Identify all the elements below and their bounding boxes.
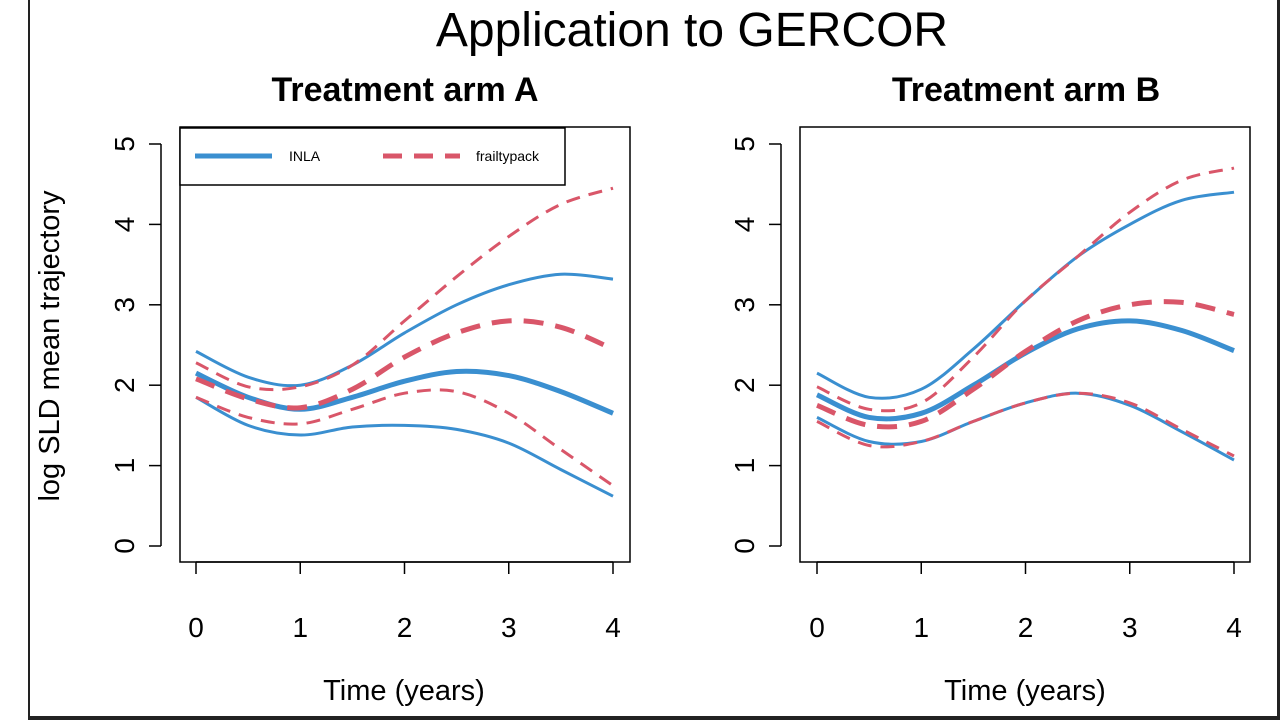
panel-a-y-tick-label-3: 3 (109, 297, 140, 313)
panel-b-inla-upper-line (816, 190, 1235, 400)
frame-left-border (28, 0, 30, 720)
panel-b-x-tick-label-2: 2 (1018, 612, 1034, 643)
panel-a-x-tick-label-4: 4 (605, 612, 621, 643)
panel-b-frailtypack-lower-line (816, 391, 1235, 458)
panel-a-x-tick-label-0: 0 (188, 612, 204, 643)
panel-a-plot-frame (179, 126, 631, 563)
frame-bottom-border (28, 716, 1280, 720)
panel-a-y-tick-label-1: 1 (109, 458, 140, 474)
panel-a-x-tick-label-3: 3 (501, 612, 517, 643)
panel-b-y-tick-label-5: 5 (729, 136, 760, 152)
panel-b-y-tick-label-3: 3 (729, 297, 760, 313)
legend-box (179, 127, 566, 186)
panel-a-frailtypack-lower-line (195, 388, 614, 487)
panel-b-x-axis-label: Time (years) (944, 675, 1106, 707)
legend: INLA frailtypack (179, 127, 566, 186)
panel-b-x-tick-label-3: 3 (1122, 612, 1138, 643)
panel-b-x-tick-label-4: 4 (1226, 612, 1242, 643)
legend-inla-label: INLA (289, 148, 321, 164)
panel-b-y-tick-label-4: 4 (729, 217, 760, 233)
panel-a-y-tick-label-0: 0 (109, 538, 140, 554)
panel-b-y-tick-label-1: 1 (729, 458, 760, 474)
figure-title: Application to GERCOR (436, 4, 948, 57)
frame-right-border (1277, 0, 1280, 720)
y-axis-label: log SLD mean trajectory (34, 190, 66, 502)
panel-a-frailtypack-mean-line (195, 318, 614, 411)
panel-b-plot-frame (799, 126, 1251, 563)
panel-b-y-tick-label-0: 0 (729, 538, 760, 554)
panel-b-x-tick-label-0: 0 (809, 612, 825, 643)
panel-a-inla-upper-line (195, 272, 614, 388)
panel-a-x-tick-label-1: 1 (292, 612, 308, 643)
panel-a-title: Treatment arm A (271, 71, 538, 109)
panel-a-frailtypack-upper-line (195, 186, 614, 392)
panel-b-y-tick-label-2: 2 (729, 377, 760, 393)
panel-b-frailtypack-upper-line (816, 166, 1235, 413)
panel-a-y-tick-label-2: 2 (109, 377, 140, 393)
panel-b-inla-lower-line (816, 391, 1235, 462)
panel-b-plot: 0 1 2 3 4 0 1 2 3 4 5 (729, 126, 1251, 643)
panel-b-frailtypack-mean-line (816, 299, 1235, 430)
panel-a-y-tick-label-5: 5 (109, 136, 140, 152)
panel-a-x-tick-label-2: 2 (397, 612, 413, 643)
panel-a-y-tick-label-4: 4 (109, 217, 140, 233)
panel-a-x-axis-label: Time (years) (323, 675, 485, 707)
panel-b-x-tick-label-1: 1 (913, 612, 929, 643)
panel-a-plot: 0 1 2 3 4 0 1 2 3 4 5 (109, 126, 631, 643)
legend-frailtypack-label: frailtypack (476, 148, 540, 164)
panel-b-title: Treatment arm B (892, 71, 1160, 109)
panel-a-inla-lower-line (195, 395, 614, 498)
